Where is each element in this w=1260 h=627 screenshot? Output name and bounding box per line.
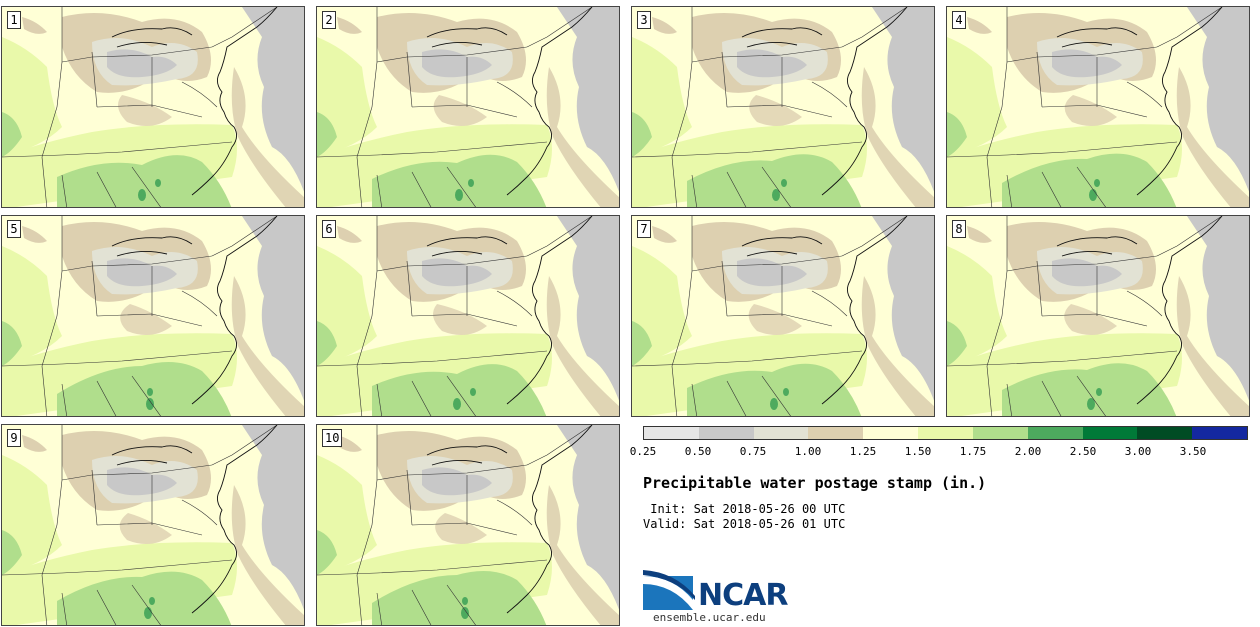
stamp-member-3: 3 [631, 6, 935, 208]
member-label: 3 [637, 11, 651, 29]
stamp-member-2: 2 [316, 6, 620, 208]
legend-tick: 1.25 [849, 445, 877, 458]
legend-swatch [808, 427, 864, 439]
legend-tick: 2.00 [1014, 445, 1042, 458]
legend-swatch [863, 427, 919, 439]
valid-time: Valid: Sat 2018-05-26 01 UTC [643, 517, 846, 531]
stamp-member-6: 6 [316, 215, 620, 417]
legend-tick: 0.75 [739, 445, 767, 458]
member-label: 5 [7, 220, 21, 238]
legend-tick: 2.50 [1069, 445, 1097, 458]
legend-swatch [918, 427, 973, 439]
ncar-swoosh-icon [643, 570, 695, 610]
stamp-member-5: 5 [1, 215, 305, 417]
stamp-member-7: 7 [631, 215, 935, 417]
legend-swatch [972, 427, 1028, 439]
legend-tick: 1.00 [794, 445, 822, 458]
member-label: 10 [322, 429, 343, 447]
legend-tick: 0.50 [684, 445, 712, 458]
legend-tick: 0.25 [629, 445, 657, 458]
color-scale-ticks: 0.25 0.50 0.75 1.00 1.25 1.50 1.75 2.00 … [630, 445, 1260, 459]
legend-tick: 1.75 [959, 445, 987, 458]
legend-tick: 3.50 [1179, 445, 1207, 458]
legend-swatch [1192, 427, 1247, 439]
stamp-member-9: 9 [1, 424, 305, 626]
legend-swatch [1027, 427, 1083, 439]
ncar-logo: NCAR [643, 570, 793, 614]
legend-tick: 3.00 [1124, 445, 1152, 458]
legend-swatch [753, 427, 809, 439]
member-label: 1 [7, 11, 21, 29]
legend-swatch [1137, 427, 1193, 439]
stamp-member-4: 4 [946, 6, 1250, 208]
stamp-member-10: 10 [316, 424, 620, 626]
legend-tick: 1.50 [904, 445, 932, 458]
color-scale-bar [643, 426, 1248, 440]
time-info: Init: Sat 2018-05-26 00 UTC Valid: Sat 20… [643, 502, 845, 532]
member-label: 9 [7, 429, 21, 447]
init-time: Init: Sat 2018-05-26 00 UTC [643, 502, 846, 516]
legend-swatch [1082, 427, 1138, 439]
member-label: 8 [952, 220, 966, 238]
legend-swatch [698, 427, 754, 439]
member-label: 7 [637, 220, 651, 238]
figure-title: Precipitable water postage stamp (in.) [643, 474, 987, 492]
ncar-wordmark: NCAR [698, 578, 788, 613]
member-label: 2 [322, 11, 336, 29]
site-url: ensemble.ucar.edu [653, 611, 766, 624]
legend-swatch [644, 427, 699, 439]
stamp-member-8: 8 [946, 215, 1250, 417]
member-label: 4 [952, 11, 966, 29]
member-label: 6 [322, 220, 336, 238]
stamp-member-1: 1 [1, 6, 305, 208]
